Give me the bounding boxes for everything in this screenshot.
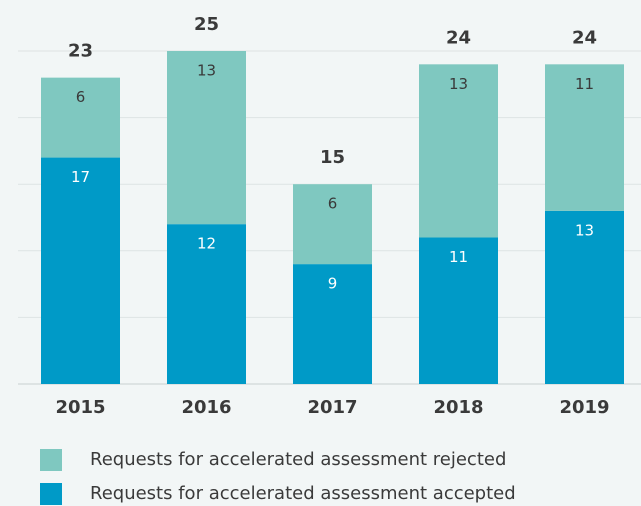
bar-segment <box>419 237 498 384</box>
bar-segment <box>545 64 624 211</box>
value-label: 12 <box>197 235 216 253</box>
value-label: 17 <box>71 168 90 186</box>
bar-segment <box>293 184 372 265</box>
x-tick-label: 2017 <box>307 397 357 418</box>
legend-label: Requests for accelerated assessment reje… <box>90 449 506 470</box>
legend-swatch <box>40 483 62 505</box>
total-label: 24 <box>446 27 471 48</box>
bar-segment <box>419 64 498 238</box>
value-label: 13 <box>449 75 468 93</box>
bar-segment <box>293 264 372 384</box>
bar-segment <box>41 157 120 384</box>
total-label: 15 <box>320 147 345 168</box>
bar-segment <box>167 51 246 225</box>
total-label: 24 <box>572 27 597 48</box>
bar-segment <box>167 224 246 384</box>
value-label: 11 <box>575 75 594 93</box>
legend-swatch <box>40 449 62 471</box>
bar-segment <box>41 77 120 158</box>
bar-segment <box>545 210 624 384</box>
value-label: 6 <box>76 88 86 106</box>
x-tick-label: 2019 <box>559 397 609 418</box>
value-label: 9 <box>328 275 338 293</box>
x-tick-label: 2018 <box>433 397 483 418</box>
x-tick-label: 2016 <box>181 397 231 418</box>
x-tick-label: 2015 <box>55 397 105 418</box>
total-label: 25 <box>194 14 219 35</box>
legend-label: Requests for accelerated assessment acce… <box>90 483 516 504</box>
total-label: 23 <box>68 41 93 62</box>
value-label: 13 <box>575 221 594 239</box>
value-label: 11 <box>449 248 468 266</box>
value-label: 6 <box>328 195 338 213</box>
value-label: 13 <box>197 62 216 80</box>
